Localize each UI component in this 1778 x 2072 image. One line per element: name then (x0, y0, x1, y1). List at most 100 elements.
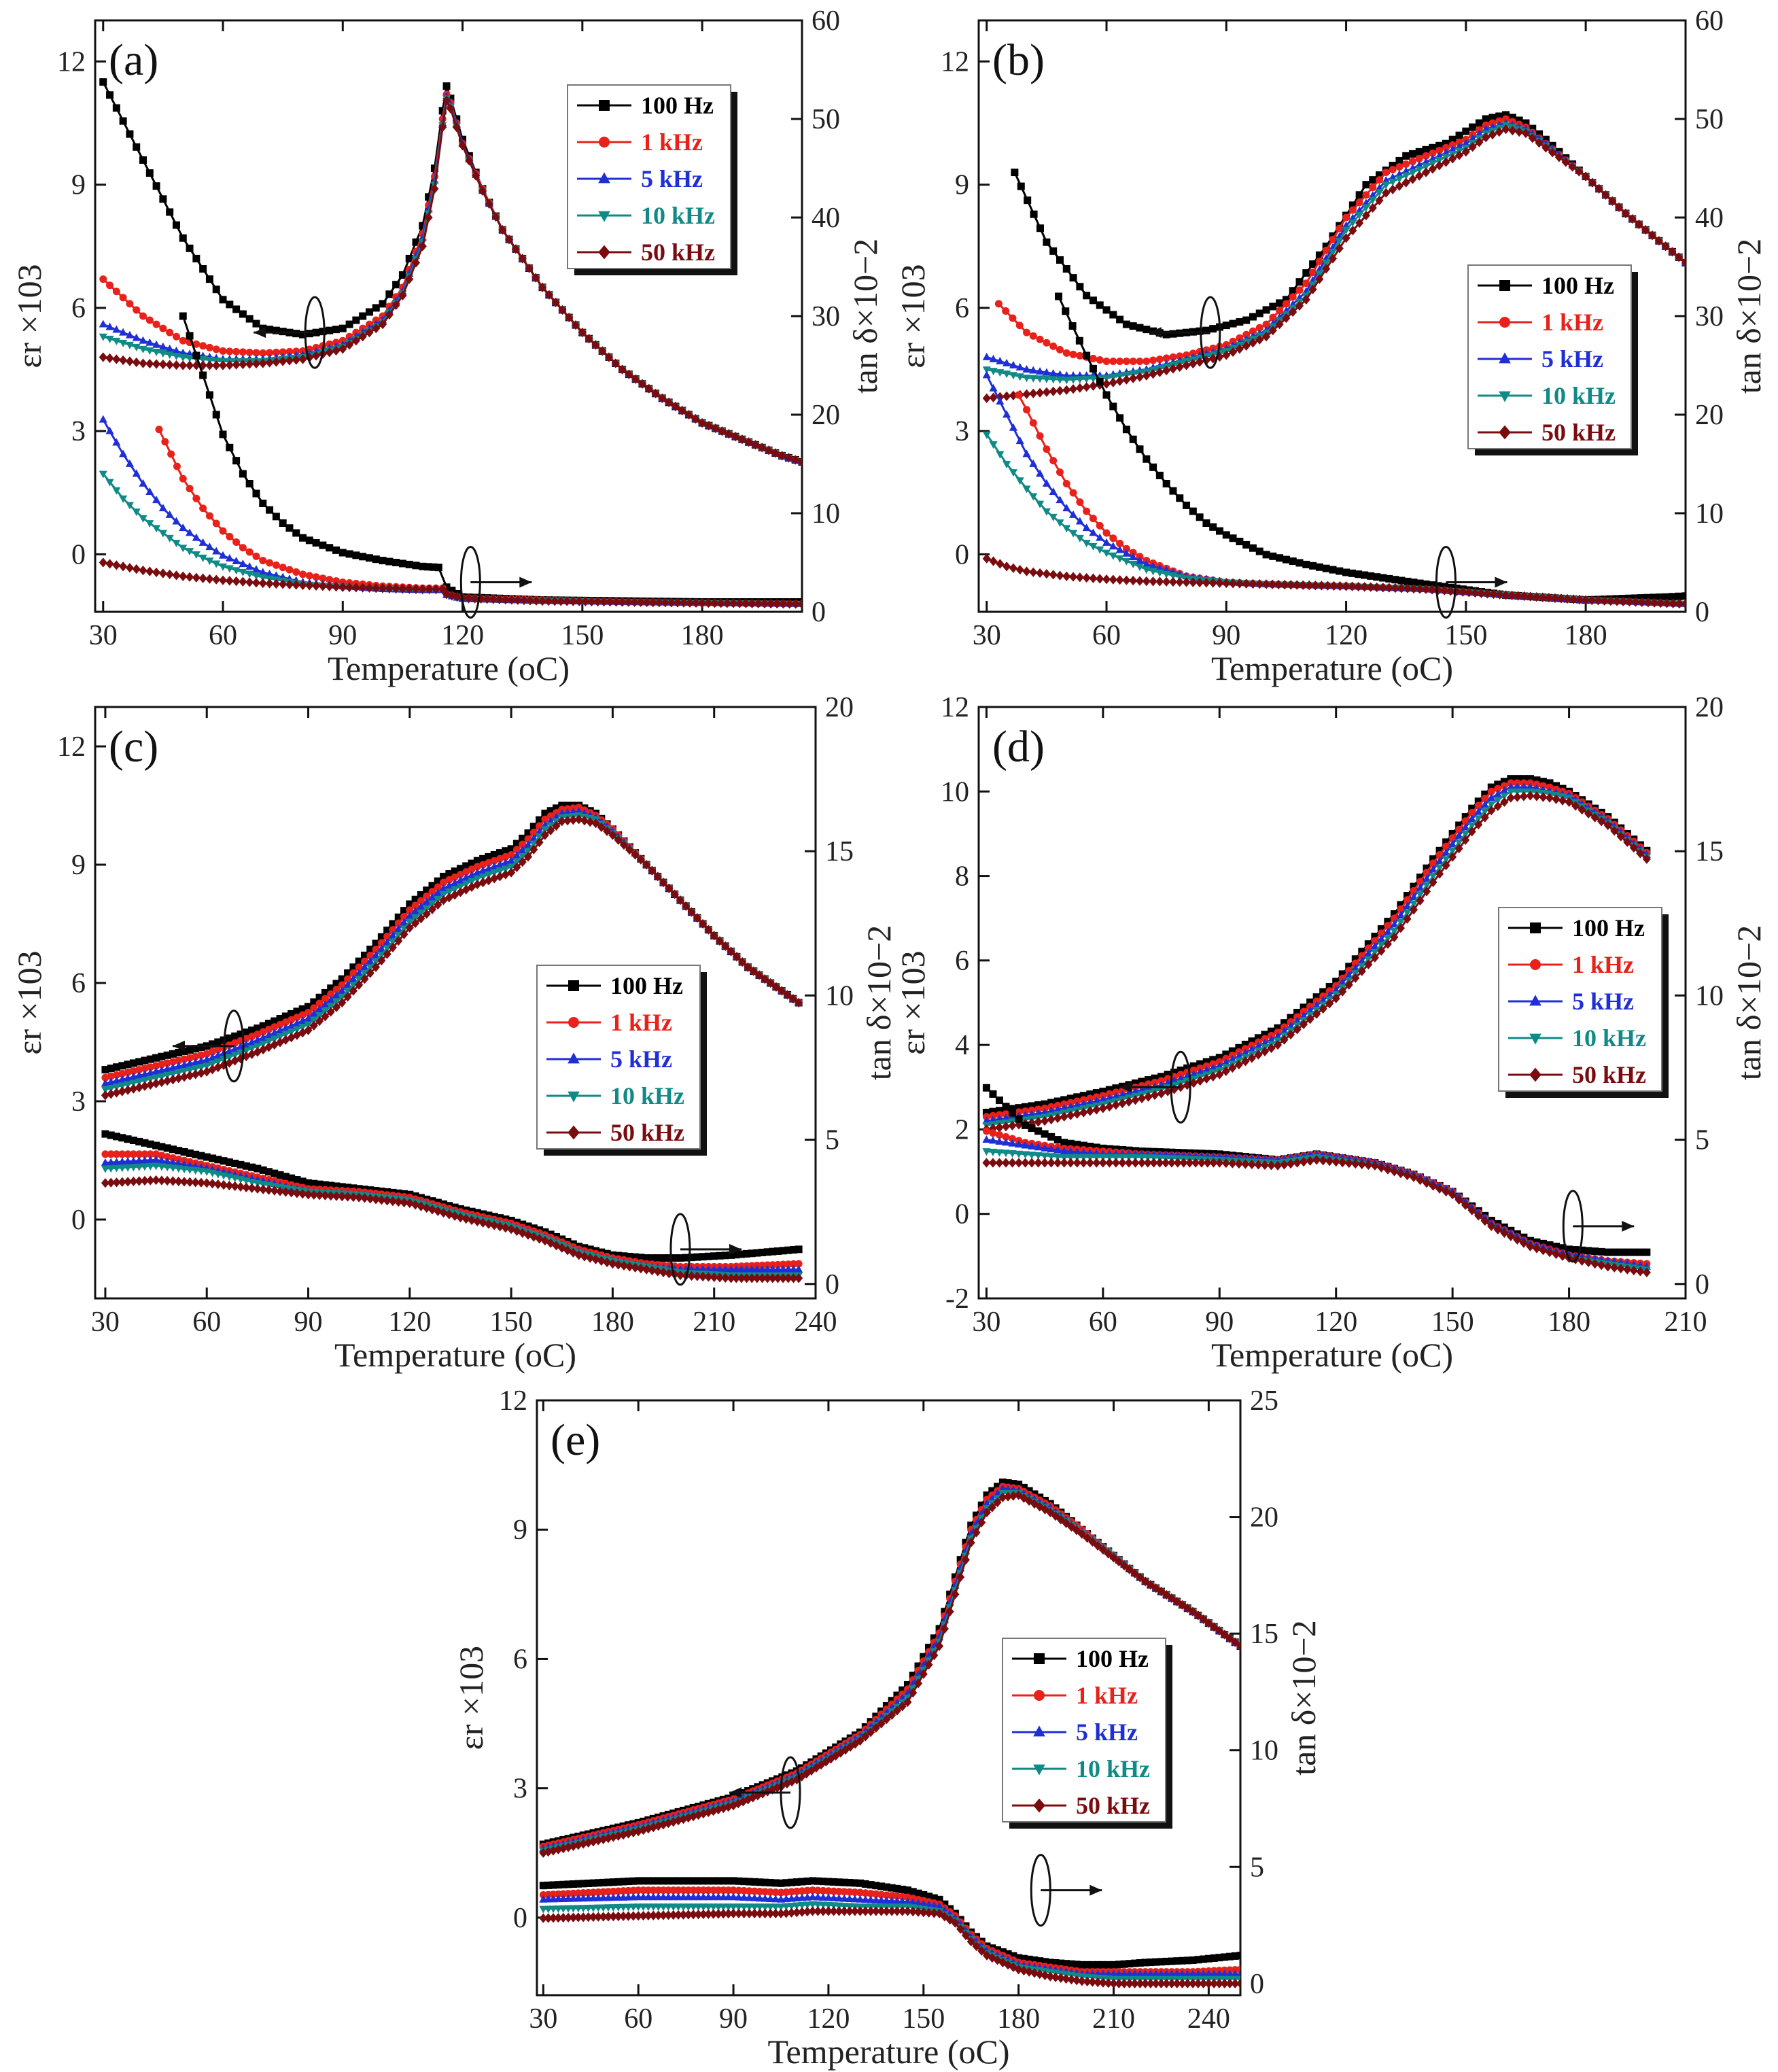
data-point (232, 347, 241, 356)
data-point (112, 1164, 121, 1173)
data-point (1102, 375, 1111, 383)
data-point (1118, 1098, 1127, 1109)
data-point (1021, 1111, 1030, 1119)
data-point (276, 1020, 284, 1029)
data-point (748, 1249, 756, 1258)
data-point (1364, 1160, 1373, 1170)
data-point (101, 1158, 109, 1166)
data-point (212, 360, 221, 370)
data-point (405, 922, 414, 933)
data-point (1513, 788, 1522, 796)
data-point (1408, 157, 1416, 165)
data-point (1030, 210, 1038, 218)
data-point (205, 512, 213, 520)
data-point (1545, 1247, 1554, 1258)
data-point (1115, 376, 1124, 386)
data-point (1416, 874, 1425, 882)
data-point (1001, 1122, 1011, 1132)
data-point (1098, 1095, 1107, 1103)
data-point (1034, 1152, 1043, 1160)
data-point (218, 575, 228, 585)
data-point (1315, 274, 1324, 284)
data-point (1335, 243, 1344, 254)
data-point (1222, 578, 1231, 589)
data-point (661, 598, 669, 608)
legend-marker (568, 1052, 580, 1064)
data-point (1280, 1019, 1289, 1027)
data-point (989, 1090, 997, 1098)
data-point (1060, 1154, 1068, 1162)
data-point (338, 1183, 346, 1191)
data-point (1483, 589, 1492, 599)
data-point (439, 1207, 448, 1218)
data-point (693, 913, 701, 923)
data-point (1249, 544, 1257, 552)
data-point (174, 1165, 183, 1173)
data-point (456, 1213, 465, 1223)
data-point (1342, 581, 1350, 591)
data-point (1023, 328, 1031, 336)
data-point (465, 156, 474, 166)
data-point (1382, 188, 1391, 198)
data-point (1102, 306, 1111, 314)
data-point (1041, 1158, 1049, 1168)
data-point (525, 263, 534, 273)
data-point (279, 348, 287, 356)
data-point (1552, 1243, 1561, 1251)
data-point (569, 815, 578, 825)
data-point (165, 344, 174, 352)
data-point (638, 379, 647, 389)
data-point (158, 1143, 166, 1151)
data-point (1500, 786, 1509, 794)
data-point (1183, 1064, 1191, 1072)
data-point (298, 1027, 307, 1038)
data-point (1015, 391, 1023, 399)
data-point (604, 352, 614, 362)
data-point (737, 434, 746, 445)
legend-label: 50 kHz (610, 1119, 684, 1146)
data-point (1242, 341, 1251, 351)
data-point (292, 355, 300, 365)
data-point (525, 595, 535, 606)
data-point (1513, 1234, 1522, 1245)
data-point (512, 862, 521, 873)
data-point (988, 1136, 998, 1144)
data-point (411, 914, 420, 922)
x-axis-title: Temperature (oC) (328, 649, 570, 687)
y-right-tick-label: 60 (812, 5, 840, 37)
data-point (366, 951, 374, 959)
data-point (612, 597, 621, 607)
data-point (1002, 307, 1010, 315)
data-point (400, 929, 408, 939)
data-point (1390, 914, 1398, 922)
data-point (135, 1176, 143, 1186)
data-point (1209, 1158, 1218, 1168)
data-point (172, 346, 181, 354)
data-point (1082, 375, 1091, 383)
data-point (1191, 1158, 1200, 1168)
x-tick-label: 90 (294, 1307, 323, 1338)
data-point (1014, 1150, 1024, 1158)
data-point (418, 584, 427, 594)
data-point (768, 1273, 777, 1283)
legend-entry: 50 kHz (577, 239, 715, 266)
data-point (124, 1150, 132, 1158)
y-left-axis-title: εr ×103 (894, 264, 932, 368)
data-point (1069, 274, 1077, 282)
data-point (473, 863, 481, 871)
data-point (440, 878, 448, 886)
data-point (1047, 1158, 1056, 1168)
data-point (721, 1251, 729, 1260)
data-point (551, 297, 560, 308)
data-point (1042, 569, 1051, 579)
data-point (1034, 1101, 1043, 1109)
data-point (755, 970, 764, 980)
data-point (773, 598, 782, 609)
data-point (1075, 534, 1084, 542)
data-point (112, 1088, 121, 1098)
data-point (385, 309, 394, 320)
data-point (1355, 570, 1363, 579)
data-point (192, 1052, 200, 1060)
data-point (312, 539, 320, 547)
data-point (1069, 530, 1078, 538)
